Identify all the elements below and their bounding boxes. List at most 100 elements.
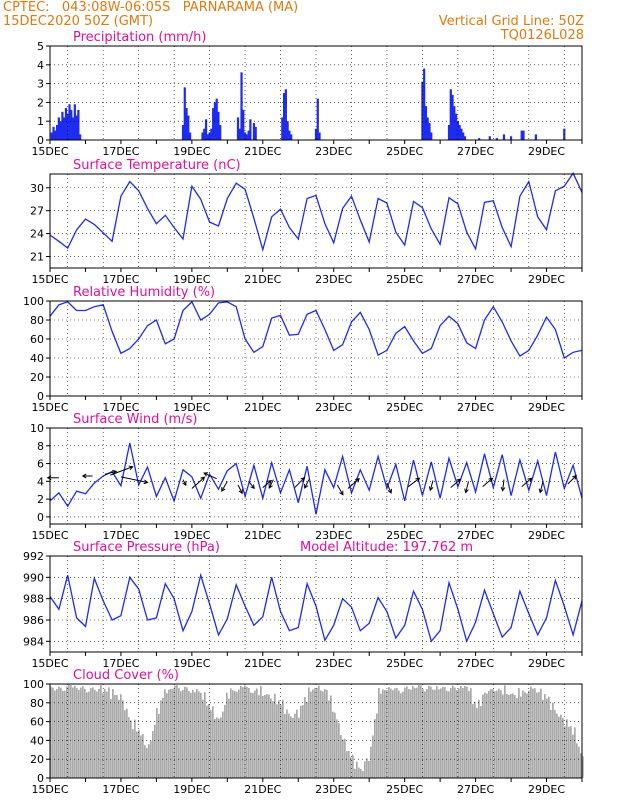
precip-bar	[70, 109, 73, 140]
cloud-xtick-label: 19DEC	[173, 783, 210, 796]
cloud-col	[346, 751, 348, 778]
wind-vector-head	[268, 483, 273, 489]
cloud-col	[158, 713, 160, 778]
wind-vector	[182, 479, 187, 486]
cloud-col	[186, 687, 188, 778]
wind-xtick-label: 29DEC	[528, 529, 565, 542]
cloud-col	[354, 768, 356, 778]
rh-xtick-label: 19DEC	[173, 401, 210, 414]
cloud-col	[550, 709, 552, 778]
cloud-col	[198, 691, 200, 778]
precip-bar	[73, 104, 76, 140]
cloud-col	[244, 685, 246, 778]
press-line	[49, 572, 583, 644]
cloud-ytick-label: 0	[37, 772, 44, 785]
cloud-col	[270, 698, 272, 778]
precip-bar	[219, 124, 222, 140]
cloud-col	[322, 691, 324, 778]
precip-bar	[423, 68, 426, 140]
cloud-col	[416, 687, 418, 778]
cloud-col	[490, 688, 492, 778]
cloud-col	[534, 688, 536, 778]
cloud-col	[56, 689, 58, 778]
wind-ytick-label: 10	[30, 422, 44, 435]
temp-ytick-label: 30	[30, 182, 44, 195]
cloud-col	[64, 690, 66, 778]
press-ytick-label: 984	[23, 635, 44, 648]
cloud-col	[514, 695, 516, 778]
cloud-col	[460, 686, 462, 778]
rh-ytick-label: 60	[30, 333, 44, 346]
precip-bar	[238, 128, 241, 140]
wind-vector	[450, 478, 461, 488]
cloud-col	[582, 756, 584, 778]
cloud-col	[520, 696, 522, 778]
cloud-col	[276, 704, 278, 778]
wind-vector-head	[267, 479, 273, 485]
cloud-col	[428, 685, 430, 778]
press-ytick-label: 992	[23, 550, 44, 563]
cloud-col	[556, 713, 558, 778]
precip-xtick-label: 27DEC	[457, 145, 494, 158]
precip-bar	[59, 121, 62, 140]
cloud-col	[176, 685, 178, 778]
cloud-col	[366, 758, 368, 778]
cloud-col	[208, 703, 210, 778]
cloud-col	[180, 691, 182, 778]
precip-bar	[458, 124, 461, 140]
cloud-col	[392, 690, 394, 778]
cloud-col	[184, 686, 186, 778]
cloud-col	[382, 689, 384, 778]
wind-vector-head	[203, 472, 209, 477]
wind-vector	[347, 478, 360, 489]
precip-bar	[534, 134, 537, 140]
cloud-col	[98, 688, 100, 778]
press-xtick-label: 27DEC	[457, 657, 494, 670]
precip-bar	[254, 126, 257, 140]
cloud-col	[282, 699, 284, 778]
cloud-col	[102, 693, 104, 778]
precip-bar	[247, 130, 250, 140]
cloud-col	[494, 691, 496, 778]
cloud-col	[306, 701, 308, 778]
precip-bar	[478, 138, 481, 140]
cloud-col	[172, 688, 174, 778]
cloud-col	[106, 691, 108, 778]
wind-vector-head	[428, 486, 434, 492]
cloud-col	[126, 708, 128, 778]
cloud-col	[488, 690, 490, 778]
cloud-col	[408, 688, 410, 778]
cloud-col	[194, 692, 196, 778]
cloud-col	[268, 694, 270, 778]
cloud-col	[516, 698, 518, 778]
wind-vector-head	[221, 487, 226, 493]
cloud-col	[334, 712, 336, 778]
cloud-col	[138, 729, 140, 778]
precip-bar	[63, 117, 66, 140]
cloud-col	[402, 691, 404, 778]
precip-bar	[282, 93, 286, 140]
wind-vector	[221, 481, 228, 492]
cloud-col	[278, 700, 280, 778]
cloud-col	[60, 687, 62, 778]
cloud-col	[548, 696, 550, 778]
cloud-col	[258, 695, 260, 778]
cloud-col	[308, 687, 310, 778]
wind-vector	[120, 476, 148, 483]
precip-bar	[428, 123, 431, 140]
cloud-col	[264, 694, 266, 778]
cloud-col	[340, 735, 342, 778]
cloud-col	[220, 717, 222, 778]
cloud-col	[480, 706, 482, 778]
cloud-col	[452, 685, 454, 778]
cloud-col	[578, 746, 580, 778]
cloud-col	[296, 709, 298, 778]
cloud-col	[574, 727, 576, 778]
precip-bar	[54, 130, 57, 140]
cloud-col	[564, 726, 566, 778]
cloud-col	[410, 689, 412, 778]
wind-vector	[482, 477, 493, 488]
precip-xtick-label: 29DEC	[528, 145, 565, 158]
cloud-col	[190, 692, 192, 778]
cloud-xtick-label: 23DEC	[315, 783, 352, 796]
